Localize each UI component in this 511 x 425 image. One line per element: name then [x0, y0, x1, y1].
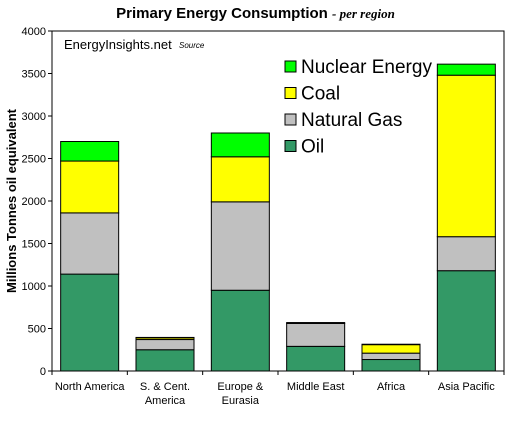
- x-tick-label: North America: [55, 381, 126, 393]
- legend: Nuclear Energy Coal Natural Gas Oil: [284, 57, 432, 158]
- bar-segment: [210, 132, 270, 158]
- axes-layer: 0 500 1000 1500 2000 2500 3000 3500 4000 North Am…: [22, 26, 505, 407]
- y-axis-label: Millions Tonnes oil equivalent: [4, 108, 19, 293]
- legend-label: Nuclear Energy: [301, 57, 432, 78]
- bar-segment: [286, 345, 346, 372]
- bar-segment: [135, 339, 195, 351]
- y-tick-label: 3000: [22, 111, 46, 123]
- source-note: Source: [179, 41, 205, 50]
- chart-title: Primary Energy Consumption - per region: [0, 5, 511, 22]
- bar-segment: [210, 156, 270, 203]
- x-tick-label: Africa: [377, 381, 406, 393]
- legend-swatch: [284, 60, 297, 73]
- bar-segment: [60, 160, 120, 214]
- y-tick-label: 500: [28, 324, 46, 336]
- legend-label: Natural Gas: [301, 110, 402, 131]
- source-label: EnergyInsights.net: [64, 37, 172, 52]
- chart-title-text: Primary Energy Consumption: [116, 5, 328, 22]
- legend-swatch: [284, 140, 297, 152]
- bar-segment: [286, 322, 346, 324]
- chart-subtitle: - per region: [332, 6, 395, 21]
- bar-segment: [135, 349, 195, 372]
- bar-segment: [436, 236, 496, 272]
- legend-swatch: [284, 113, 297, 126]
- legend-label: Oil: [301, 137, 324, 158]
- x-tick-label: Europe &: [217, 381, 264, 393]
- bar-segment: [361, 352, 421, 361]
- y-tick-label: 2500: [22, 154, 46, 166]
- bar-segment: [436, 63, 496, 76]
- x-tick-label: Eurasia: [222, 395, 260, 407]
- bar-segment: [60, 273, 120, 372]
- legend-swatch: [284, 87, 297, 99]
- y-tick-label: 2000: [22, 196, 46, 208]
- y-tick-label: 3500: [22, 69, 46, 81]
- y-tick-label: 1500: [22, 239, 46, 251]
- bars-layer: [60, 63, 496, 372]
- y-tick-label: 1000: [22, 281, 46, 293]
- bar-segment: [361, 359, 421, 372]
- y-tick-label: 0: [40, 366, 46, 378]
- x-tick-label: Asia Pacific: [438, 381, 495, 393]
- plot-area: [51, 30, 505, 372]
- x-tick-label: America: [145, 395, 186, 407]
- bar-segment: [361, 344, 421, 354]
- bar-segment: [436, 270, 496, 372]
- bar-segment: [60, 141, 120, 162]
- x-tick-label: S. & Cent.: [140, 381, 190, 393]
- bar-segment: [210, 201, 270, 291]
- bar-segment: [210, 289, 270, 372]
- x-tick-label: Middle East: [287, 381, 344, 393]
- bar-segment: [60, 212, 120, 275]
- y-tick-label: 4000: [22, 26, 46, 38]
- legend-label: Coal: [301, 84, 340, 105]
- bar-segment: [436, 74, 496, 238]
- bar-segment: [286, 322, 346, 347]
